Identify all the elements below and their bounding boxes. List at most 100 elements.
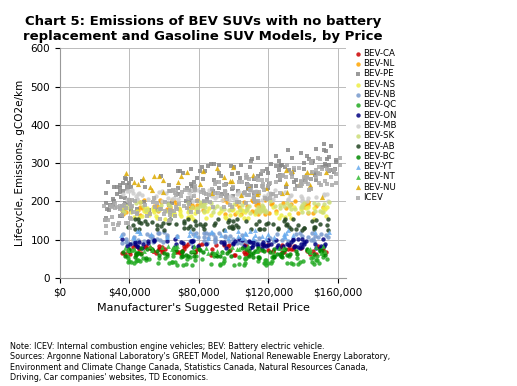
BEV-PE (190, 184, 198, 190)
BEV-PE (311, 146, 320, 152)
BEV-NL (150, 206, 159, 212)
BEV-AB (311, 224, 319, 230)
BEV-NL (291, 198, 299, 204)
ICEV (172, 187, 180, 193)
BEV-NT (168, 245, 176, 252)
BEV-PE (218, 191, 226, 198)
BEV-SK (316, 208, 324, 215)
BEV-NS (233, 209, 241, 215)
BEV-NU (249, 172, 257, 178)
BEV-PE (210, 177, 219, 183)
BEV-NU (245, 184, 253, 190)
ICEV (250, 196, 258, 202)
BEV-PE (166, 188, 174, 194)
BEV-PE (119, 207, 127, 213)
BEV-CA (220, 242, 228, 248)
BEV-NL (231, 211, 239, 217)
BEV-BC (172, 247, 180, 253)
BEV-PE (186, 199, 194, 205)
BEV-QC (163, 253, 171, 259)
BEV-CA (158, 247, 166, 253)
BEV-SK (139, 203, 147, 210)
ICEV (146, 211, 154, 217)
BEV-CA (146, 245, 154, 251)
BEV-CA (259, 242, 267, 248)
BEV-MB (124, 196, 132, 202)
BEV-MB (129, 190, 138, 196)
BEV-BC (216, 253, 224, 259)
BEV-NS (156, 204, 164, 210)
BEV-NL (125, 197, 133, 203)
BEV-NU (295, 180, 303, 186)
BEV-ON (312, 244, 320, 251)
ICEV (251, 199, 259, 205)
BEV-NS (239, 208, 247, 214)
BEV-BC (137, 251, 145, 257)
BEV-NB (237, 240, 245, 246)
BEV-NS (140, 208, 148, 214)
BEV-MB (224, 197, 233, 203)
BEV-AB (283, 222, 292, 228)
BEV-BC (195, 246, 203, 252)
BEV-SK (235, 207, 244, 213)
BEV-QC (207, 261, 216, 267)
BEV-NL (251, 209, 260, 215)
BEV-BC (190, 249, 199, 255)
BEV-PE (265, 181, 273, 187)
BEV-CA (180, 246, 188, 252)
BEV-MB (320, 192, 328, 198)
ICEV (197, 189, 205, 195)
BEV-PE (204, 163, 212, 169)
BEV-NT (255, 246, 263, 252)
BEV-MB (258, 197, 267, 203)
BEV-ON (172, 241, 180, 247)
ICEV (316, 171, 324, 177)
BEV-ON (189, 238, 197, 244)
BEV-NB (292, 230, 300, 237)
BEV-PE (311, 172, 319, 178)
BEV-MB (194, 187, 202, 193)
BEV-NL (197, 201, 205, 207)
BEV-NL (248, 197, 256, 203)
BEV-NL (188, 202, 196, 208)
BEV-NU (306, 182, 314, 188)
BEV-ON (240, 242, 248, 249)
BEV-MB (150, 196, 158, 203)
BEV-SK (318, 209, 327, 215)
BEV-AB (214, 216, 222, 222)
BEV-QC (266, 260, 275, 266)
BEV-NL (156, 197, 164, 203)
BEV-PE (179, 170, 187, 176)
BEV-YT (237, 235, 246, 242)
BEV-SK (123, 205, 131, 211)
BEV-PE (165, 201, 174, 208)
BEV-NS (229, 206, 237, 212)
BEV-ON (176, 239, 185, 245)
BEV-NS (323, 204, 331, 210)
ICEV (249, 193, 257, 200)
BEV-QC (171, 259, 179, 265)
BEV-NB (154, 236, 162, 242)
BEV-NB (202, 230, 210, 236)
ICEV (258, 181, 267, 187)
ICEV (317, 166, 326, 172)
BEV-ON (318, 236, 327, 242)
BEV-NS (130, 214, 138, 220)
BEV-NL (282, 205, 291, 211)
BEV-NL (272, 208, 280, 215)
BEV-AB (288, 215, 297, 222)
ICEV (259, 185, 267, 191)
BEV-BC (178, 247, 187, 254)
BEV-NB (155, 230, 163, 236)
ICEV (228, 204, 236, 210)
BEV-MB (237, 192, 246, 198)
BEV-NB (122, 235, 130, 242)
ICEV (110, 226, 118, 232)
BEV-PE (300, 177, 309, 183)
BEV-PE (242, 181, 251, 188)
ICEV (250, 196, 258, 202)
BEV-MB (240, 191, 248, 197)
BEV-BC (316, 247, 324, 253)
BEV-ON (230, 240, 238, 246)
ICEV (315, 180, 323, 186)
